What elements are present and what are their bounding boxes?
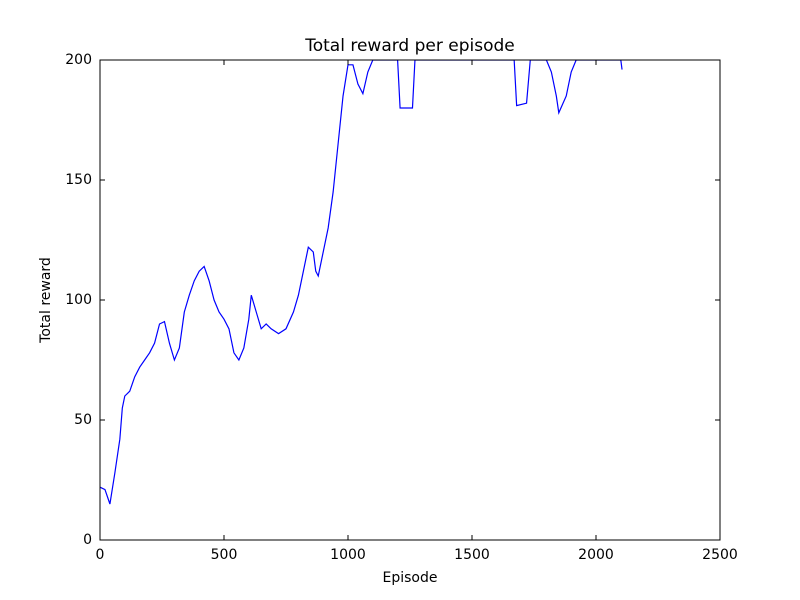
y-tick-label: 100	[65, 292, 92, 308]
x-tick-label: 500	[211, 547, 238, 563]
plot-area	[100, 60, 623, 505]
y-tick-label: 50	[74, 412, 92, 428]
x-tick-label: 1500	[454, 547, 490, 563]
x-tick-label: 0	[96, 547, 105, 563]
y-axis-label: Total reward	[38, 257, 54, 344]
x-axis-label: Episode	[383, 570, 438, 586]
x-tick-label: 1000	[330, 547, 366, 563]
y-tick-label: 150	[65, 172, 92, 188]
data-line	[100, 60, 623, 505]
y-tick-label: 200	[65, 52, 92, 68]
y-tick-label: 0	[83, 532, 92, 548]
plot-frame	[99, 59, 721, 541]
x-tick-label: 2500	[702, 547, 738, 563]
x-tick-label: 2000	[578, 547, 614, 563]
chart-title: Total reward per episode	[304, 36, 515, 56]
